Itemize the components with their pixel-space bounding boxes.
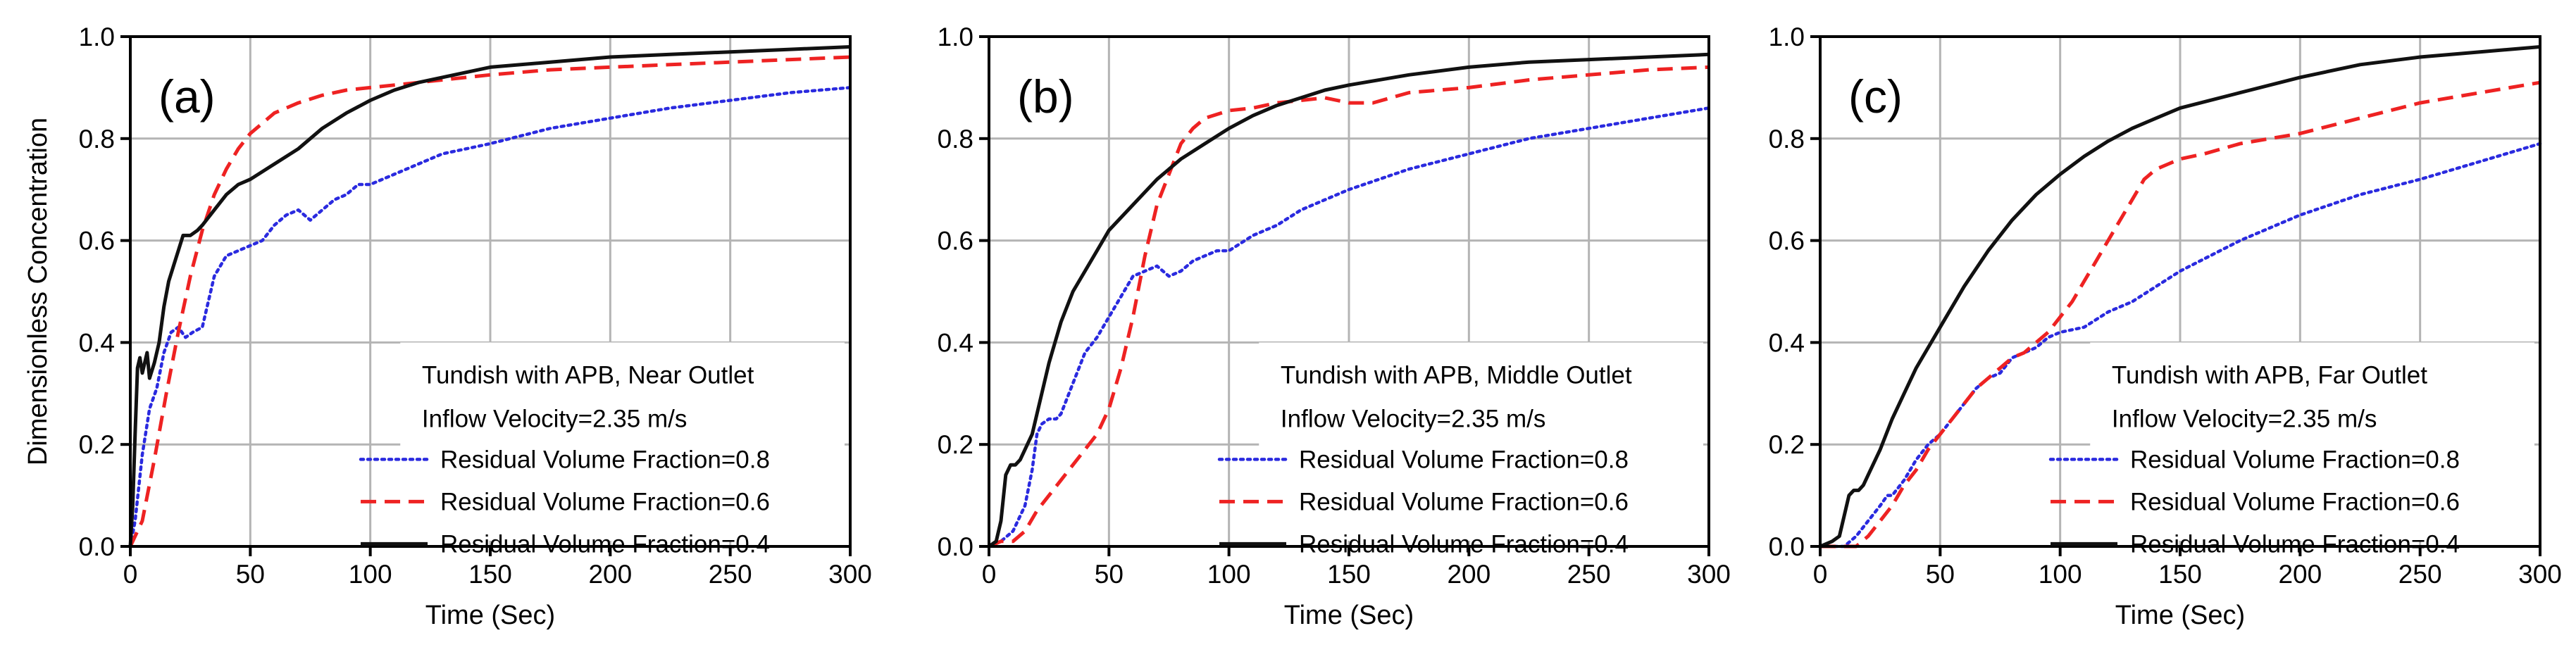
x-tick-label: 300 xyxy=(2518,560,2562,589)
legend-title-line-1: Tundish with APB, Middle Outlet xyxy=(1281,361,1632,389)
x-tick-label: 0 xyxy=(1813,560,1828,589)
series-lines xyxy=(987,52,1711,549)
series-line-Residual Volume Fraction=0.4 xyxy=(128,45,851,547)
series-line-Residual Volume Fraction=0.4 xyxy=(1819,45,2541,549)
x-tick-label: 200 xyxy=(2278,560,2322,589)
series-line-Residual Volume Fraction=0.8 xyxy=(987,106,1711,549)
y-tick-label: 1.0 xyxy=(79,23,115,51)
y-tick-label: 0.2 xyxy=(79,430,115,459)
x-tick-label: 250 xyxy=(1567,560,1611,589)
x-tick-label: 200 xyxy=(588,560,632,589)
legend-entry-0.4: Residual Volume Fraction=0.4 xyxy=(1299,530,1629,558)
y-tick-label: 0.0 xyxy=(79,532,115,561)
legend-background xyxy=(1259,342,1703,541)
legend-background xyxy=(400,342,845,541)
series-lines xyxy=(1818,45,2542,549)
legend-title-line-2: Inflow Velocity=2.35 m/s xyxy=(1281,405,1545,432)
x-tick-label: 250 xyxy=(709,560,752,589)
x-tick-label: 50 xyxy=(1926,560,1955,589)
x-axis-title: Time (Sec) xyxy=(2115,601,2245,630)
y-tick-label: 0.2 xyxy=(1769,430,1805,459)
x-tick-label: 250 xyxy=(2398,560,2442,589)
legend-entry-0.6: Residual Volume Fraction=0.6 xyxy=(440,488,770,515)
y-tick-label: 1.0 xyxy=(938,23,973,51)
legend-title-line-1: Tundish with APB, Far Outlet xyxy=(2112,361,2427,389)
series-line-Residual Volume Fraction=0.8 xyxy=(1818,142,2542,549)
series-line-Residual Volume Fraction=0.8 xyxy=(128,86,852,549)
x-tick-label: 200 xyxy=(1447,560,1491,589)
series-line-Residual Volume Fraction=0.6 xyxy=(1820,80,2541,549)
y-tick-label: 0.4 xyxy=(79,328,115,357)
tick-labels: 0 50 100 150 200 250 300 0.0 0.2 0.4 0.6 0.8 1.0 xyxy=(938,23,1731,589)
legend: Tundish with APB, Near Outlet Inflow Vel… xyxy=(359,342,845,558)
x-tick-label: 0 xyxy=(982,560,997,589)
legend-title-line-2: Inflow Velocity=2.35 m/s xyxy=(422,405,687,432)
y-axis-title: Dimensionless Concentration xyxy=(23,118,53,465)
x-axis-title: Time (Sec) xyxy=(1284,601,1414,630)
y-tick-label: 0.6 xyxy=(938,227,973,256)
panel-label: (c) xyxy=(1848,70,1903,123)
legend-entry-0.4: Residual Volume Fraction=0.4 xyxy=(440,530,770,558)
y-tick-label: 0.4 xyxy=(1769,328,1805,357)
legend-entry-0.4: Residual Volume Fraction=0.4 xyxy=(2130,530,2460,558)
y-tick-label: 0.8 xyxy=(79,125,115,154)
panel-label: (b) xyxy=(1017,70,1074,123)
x-tick-label: 50 xyxy=(1095,560,1124,589)
series-line-Residual Volume Fraction=0.6 xyxy=(128,55,851,548)
chart-panel-c: Time (Sec) (c) 0 50 100 150 200 250 3000.00.20… xyxy=(1769,23,2562,630)
legend-entry-0.8: Residual Volume Fraction=0.8 xyxy=(2130,446,2460,473)
legend-entry-0.6: Residual Volume Fraction=0.6 xyxy=(2130,488,2460,515)
y-tick-label: 0.0 xyxy=(938,532,973,561)
x-axis-title: Time (Sec) xyxy=(425,601,555,630)
legend-title-line-2: Inflow Velocity=2.35 m/s xyxy=(2112,405,2377,432)
legend-background xyxy=(2090,342,2534,541)
x-tick-label: 100 xyxy=(2039,560,2082,589)
legend: Tundish with APB, Middle Outlet Inflow V… xyxy=(1217,342,1703,558)
x-tick-label: 150 xyxy=(2158,560,2202,589)
y-tick-label: 0.6 xyxy=(79,227,115,256)
x-tick-label: 150 xyxy=(1327,560,1371,589)
legend-title-line-1: Tundish with APB, Near Outlet xyxy=(422,361,754,389)
y-tick-label: 0.8 xyxy=(1769,125,1805,154)
legend-entry-0.8: Residual Volume Fraction=0.8 xyxy=(440,446,770,473)
legend: Tundish with APB, Far Outlet Inflow Velo… xyxy=(2048,342,2534,558)
y-tick-label: 0.6 xyxy=(1769,227,1805,256)
y-tick-label: 1.0 xyxy=(1769,23,1805,51)
tick-labels: 0 50 100 150 200 250 300 0.0 0.2 0.4 0.6 0.8 1.0 xyxy=(79,23,872,589)
x-tick-label: 50 xyxy=(236,560,265,589)
x-tick-label: 100 xyxy=(349,560,392,589)
x-tick-label: 300 xyxy=(1687,560,1731,589)
panel-label: (a) xyxy=(158,70,216,123)
y-tick-label: 0.4 xyxy=(938,328,973,357)
series-lines xyxy=(128,45,852,549)
tick-labels: 0 50 100 150 200 250 300 0.0 0.2 0.4 0.6 0.8 1.0 xyxy=(1769,23,2562,589)
y-tick-label: 0.2 xyxy=(938,430,973,459)
series-line-Residual Volume Fraction=0.6 xyxy=(988,65,1710,549)
x-tick-label: 300 xyxy=(828,560,872,589)
chart-panel-a: Time (Sec) Dimensionless Concentration (… xyxy=(23,23,872,630)
x-tick-label: 0 xyxy=(123,560,138,589)
x-tick-label: 150 xyxy=(468,560,512,589)
y-tick-label: 0.0 xyxy=(1769,532,1805,561)
series-line-Residual Volume Fraction=0.4 xyxy=(988,52,1710,549)
legend-entry-0.8: Residual Volume Fraction=0.8 xyxy=(1299,446,1629,473)
y-tick-label: 0.8 xyxy=(938,125,973,154)
chart-panel-b: Time (Sec) (b) 0 50 100 150 200 250 3000.00.20… xyxy=(938,23,1731,630)
legend-entry-0.6: Residual Volume Fraction=0.6 xyxy=(1299,488,1629,515)
x-tick-label: 100 xyxy=(1207,560,1251,589)
